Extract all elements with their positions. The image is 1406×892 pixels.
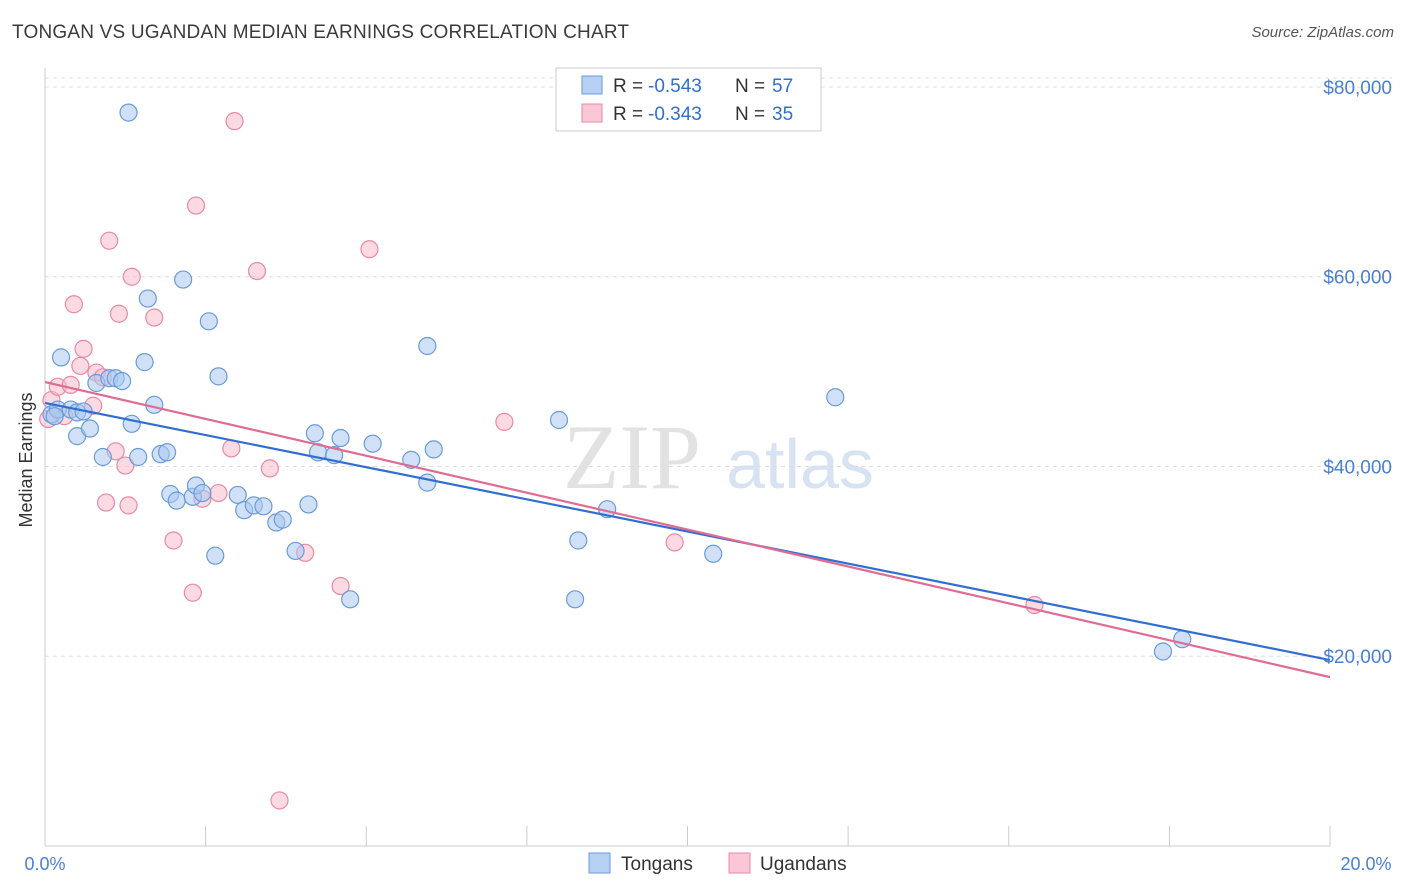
tongan-point[interactable]: [705, 545, 722, 562]
y-axis-title: Median Earnings: [16, 392, 36, 527]
ugandans-r-value: -0.343: [648, 104, 702, 125]
ugandan-point[interactable]: [72, 357, 89, 374]
ugandan-point[interactable]: [210, 485, 227, 502]
y-tick-label: $80,000: [1323, 78, 1392, 99]
tongans-swatch: [582, 76, 602, 94]
ugandan-point[interactable]: [249, 263, 266, 280]
legend-ugandans-swatch[interactable]: [729, 853, 750, 873]
tongan-point[interactable]: [827, 389, 844, 406]
tongan-point[interactable]: [207, 547, 224, 564]
scatter-chart: ZIP atlas $20,000 $40,000 $60,000 $80,000 0…: [0, 0, 1406, 892]
tongan-point[interactable]: [194, 485, 211, 502]
y-tick-label: $20,000: [1323, 647, 1392, 668]
tongan-point[interactable]: [332, 430, 349, 447]
ugandans-swatch: [582, 104, 602, 122]
tongan-point[interactable]: [120, 104, 137, 121]
ugandan-point[interactable]: [62, 376, 79, 393]
tongan-point[interactable]: [425, 441, 442, 458]
tongan-point[interactable]: [175, 271, 192, 288]
watermark-zip: ZIP: [563, 406, 701, 508]
ugandan-point[interactable]: [101, 232, 118, 249]
tongans-r-label: R =: [613, 76, 643, 97]
tongan-point[interactable]: [419, 337, 436, 354]
ugandans-n-value: 35: [772, 104, 793, 125]
ugandan-point[interactable]: [271, 792, 288, 809]
tongan-point[interactable]: [139, 290, 156, 307]
ugandan-point[interactable]: [146, 309, 163, 326]
y-tick-label: $60,000: [1323, 268, 1392, 289]
tongan-point[interactable]: [551, 411, 568, 428]
ugandan-point[interactable]: [120, 497, 137, 514]
ugandan-point[interactable]: [98, 494, 115, 511]
tongan-point[interactable]: [53, 349, 70, 366]
tongan-point[interactable]: [114, 373, 131, 390]
tongan-point[interactable]: [210, 368, 227, 385]
tongan-point[interactable]: [168, 492, 185, 509]
ugandan-point[interactable]: [184, 584, 201, 601]
ugandan-point[interactable]: [165, 532, 182, 549]
tongans-r-value: -0.543: [648, 76, 702, 97]
ugandan-point[interactable]: [110, 305, 127, 322]
ugandan-point[interactable]: [496, 413, 513, 430]
legend-ugandans-label[interactable]: Ugandans: [760, 854, 847, 875]
tongan-point[interactable]: [200, 313, 217, 330]
ugandans-n-label: N =: [735, 104, 765, 125]
tongan-point[interactable]: [364, 435, 381, 452]
tongan-point[interactable]: [81, 420, 98, 437]
series-legend: Tongans Ugandans: [589, 853, 847, 875]
x-tick-label-max: 20.0%: [1340, 854, 1391, 874]
tongan-point[interactable]: [94, 449, 111, 466]
legend-tongans-swatch[interactable]: [589, 853, 610, 873]
ugandan-point[interactable]: [261, 460, 278, 477]
tongan-point[interactable]: [300, 496, 317, 513]
legend-tongans-label[interactable]: Tongans: [621, 854, 693, 875]
ugandan-point[interactable]: [666, 534, 683, 551]
ugandan-point[interactable]: [65, 296, 82, 313]
stats-legend: R = -0.543 N = 57 R = -0.343 N = 35: [556, 68, 821, 131]
tongan-point[interactable]: [229, 486, 246, 503]
tongan-point[interactable]: [1154, 643, 1171, 660]
tongan-point[interactable]: [130, 449, 147, 466]
tongan-point[interactable]: [136, 354, 153, 371]
tongan-point[interactable]: [306, 425, 323, 442]
watermark-atlas: atlas: [726, 425, 874, 503]
ugandan-point[interactable]: [226, 113, 243, 130]
tongan-point[interactable]: [570, 532, 587, 549]
tongan-point[interactable]: [255, 498, 272, 515]
ugandan-point[interactable]: [75, 340, 92, 357]
tongans-n-label: N =: [735, 76, 765, 97]
ugandan-point[interactable]: [361, 241, 378, 258]
x-tick-label-min: 0.0%: [24, 854, 65, 874]
tongans-points: [43, 104, 1191, 660]
tongan-point[interactable]: [287, 542, 304, 559]
ugandans-r-label: R =: [613, 104, 643, 125]
x-ticks: [45, 826, 1330, 846]
tongan-point[interactable]: [46, 408, 63, 425]
grid-lines: [45, 78, 1392, 656]
y-tick-labels: $20,000 $40,000 $60,000 $80,000: [1323, 78, 1392, 668]
tongans-n-value: 57: [772, 76, 793, 97]
ugandan-point[interactable]: [123, 268, 140, 285]
y-tick-label: $40,000: [1323, 457, 1392, 478]
ugandan-point[interactable]: [187, 197, 204, 214]
tongan-point[interactable]: [419, 474, 436, 491]
tongan-point[interactable]: [567, 591, 584, 608]
ugandans-points: [40, 113, 1043, 809]
tongan-point[interactable]: [274, 511, 291, 528]
tongan-point[interactable]: [159, 444, 176, 461]
tongan-point[interactable]: [342, 591, 359, 608]
tongan-point[interactable]: [123, 415, 140, 432]
